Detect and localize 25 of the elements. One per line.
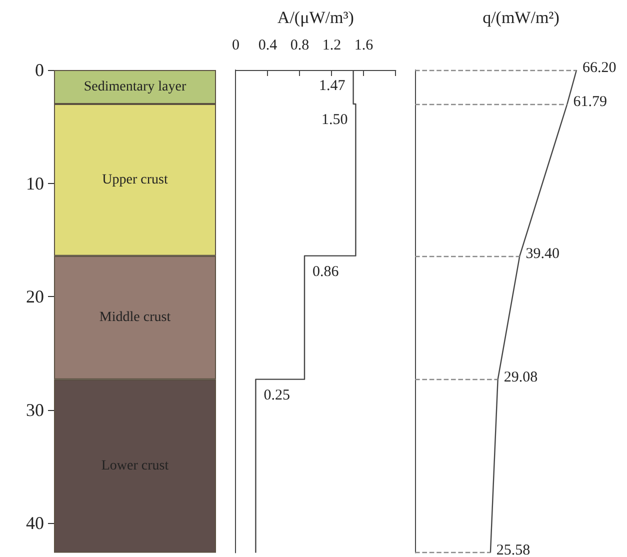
data-label: 29.08 [504, 369, 538, 386]
y-tick-label: 40 [26, 513, 44, 534]
x-axis-title: A/(μW/m³) [277, 8, 354, 27]
x-axis-title: q/(mW/m²) [482, 8, 560, 27]
data-label: 0.86 [312, 264, 340, 280]
data-label: 66.20 [582, 60, 616, 76]
y-tick-label: 20 [26, 286, 44, 307]
x-tick-label: 0.8 [290, 38, 310, 54]
data-label: 61.79 [573, 94, 607, 110]
series-label: Lower crust [101, 458, 169, 474]
data-label: 25.58 [496, 542, 530, 557]
x-tick-label: 0.4 [258, 38, 278, 54]
y-tick-label: 0 [35, 60, 44, 80]
series-label: Middle crust [99, 310, 171, 326]
series-label: Upper crust [102, 172, 168, 188]
data-label: 1.47 [319, 78, 346, 94]
x-tick-label: 0 [232, 38, 240, 54]
y-tick-label: 30 [26, 400, 44, 420]
data-label: 1.50 [321, 112, 348, 128]
y-tick-label: 10 [26, 173, 44, 194]
series-label: Sedimentary layer [84, 79, 186, 94]
data-label: 39.40 [526, 246, 560, 262]
x-tick-label: 1.6 [354, 38, 374, 54]
x-tick-label: 1.2 [322, 38, 342, 54]
data-label: 0.25 [264, 387, 290, 404]
